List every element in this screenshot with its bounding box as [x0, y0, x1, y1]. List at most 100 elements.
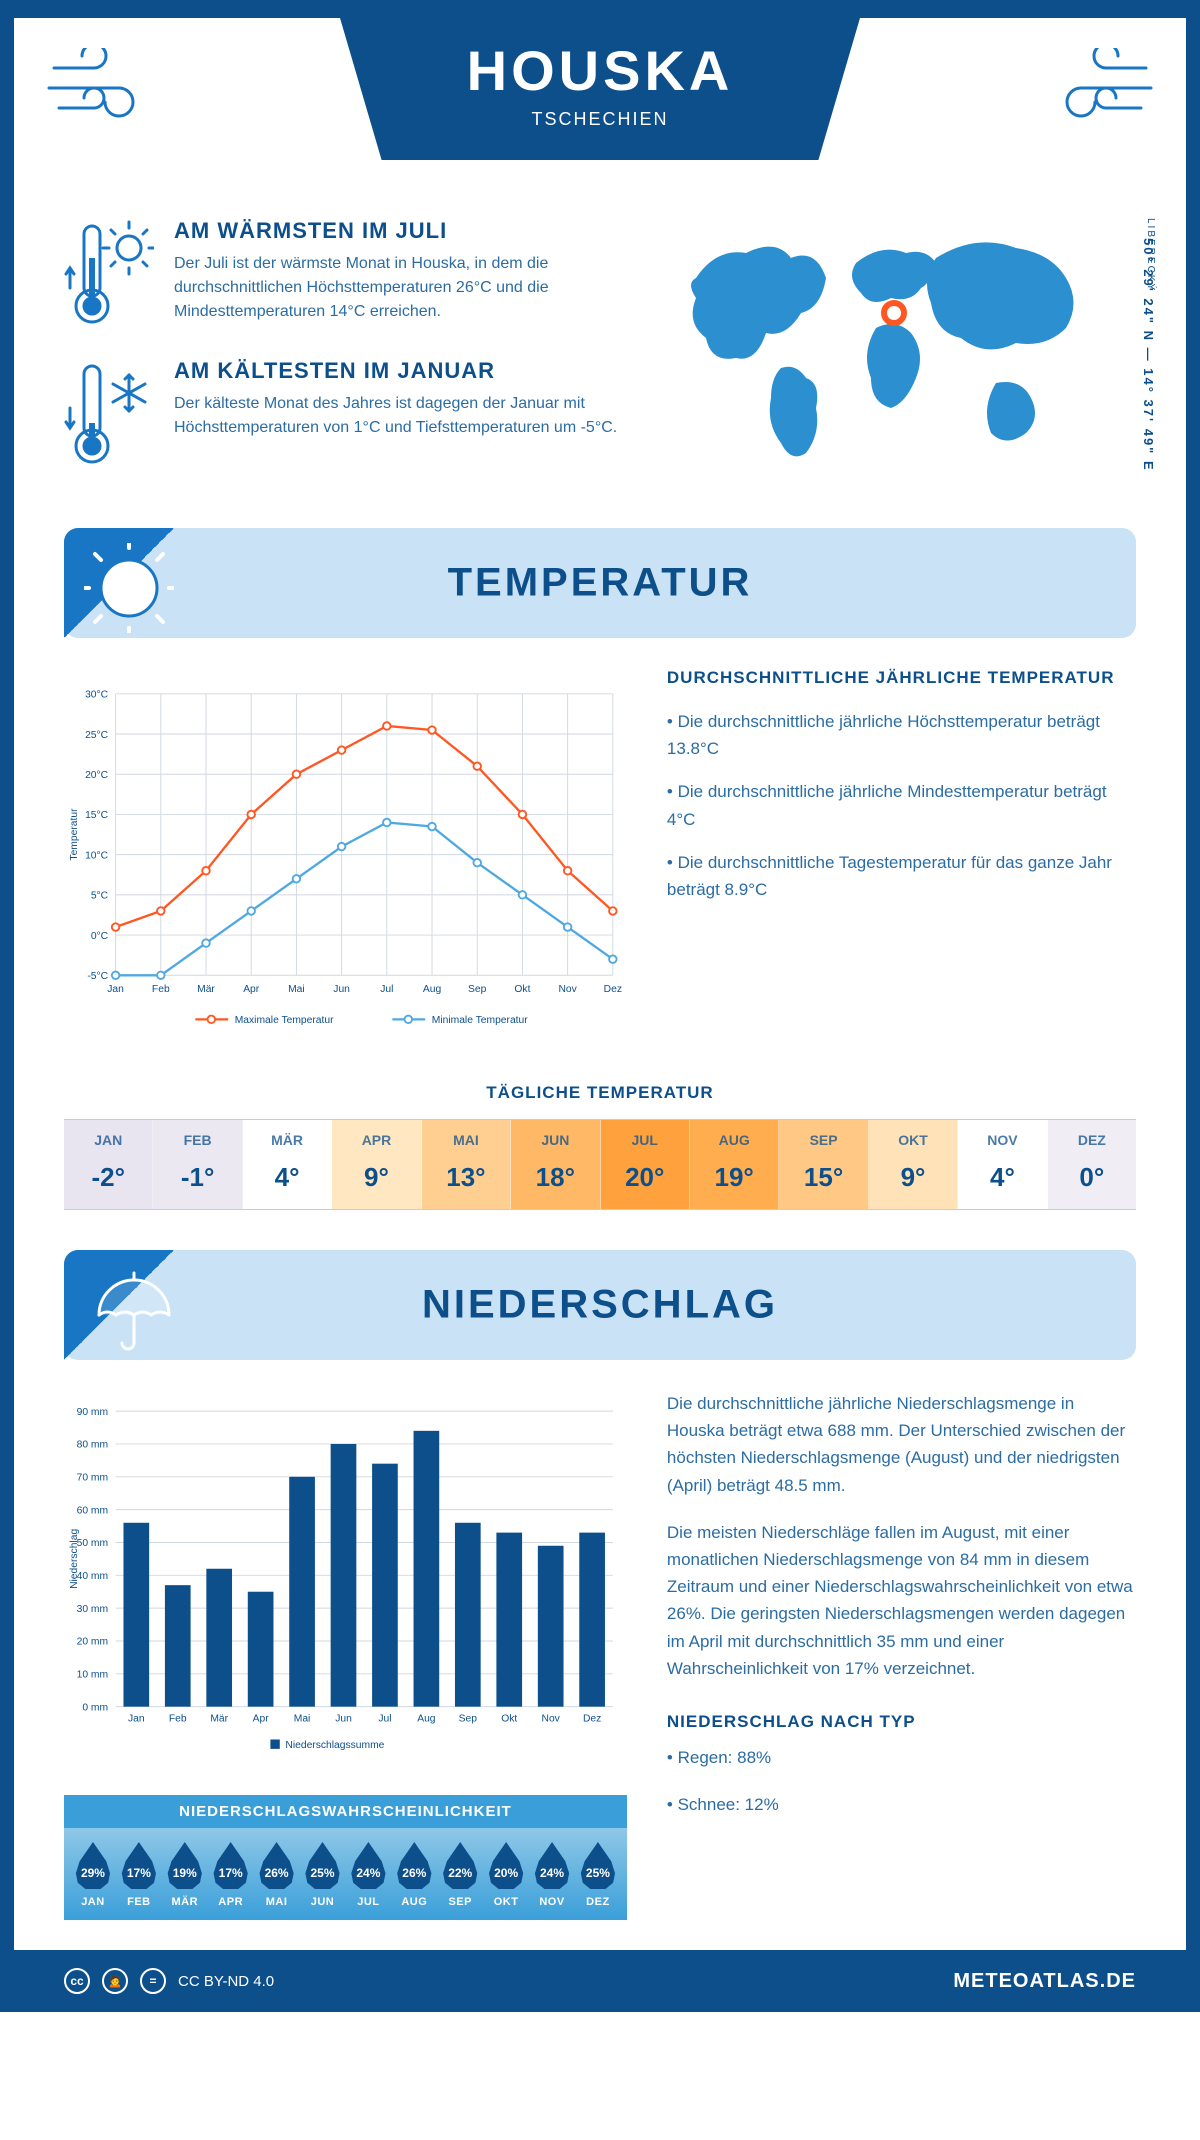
precip-prob-row: 29%JAN17%FEB19%MÄR17%APR26%MAI25%JUN24%J…: [64, 1828, 627, 1920]
footer: cc 🙍 = CC BY-ND 4.0 METEOATLAS.DE: [14, 1950, 1186, 2012]
svg-text:Niederschlagssumme: Niederschlagssumme: [285, 1740, 384, 1751]
header: HOUSKA TSCHECHIEN: [14, 18, 1186, 198]
location-country: TSCHECHIEN: [380, 109, 820, 130]
svg-text:0°C: 0°C: [91, 931, 109, 942]
svg-text:Mai: Mai: [288, 984, 305, 995]
wind-icon: [44, 48, 164, 128]
cc-icon: cc: [64, 1968, 90, 1994]
svg-text:0 mm: 0 mm: [82, 1702, 108, 1713]
warmest-text: Der Juli ist der wärmste Monat in Houska…: [174, 252, 636, 324]
daily-temp-cell: APR9°: [332, 1120, 421, 1209]
svg-text:20°C: 20°C: [85, 770, 109, 781]
temperature-header: TEMPERATUR: [64, 528, 1136, 638]
svg-text:Maximale Temperatur: Maximale Temperatur: [235, 1015, 334, 1026]
license-text: CC BY-ND 4.0: [178, 1973, 274, 1990]
svg-text:20 mm: 20 mm: [77, 1637, 108, 1648]
daily-temp-cell: FEB-1°: [153, 1120, 242, 1209]
precip-prob-cell: 24%NOV: [529, 1842, 575, 1908]
precip-rain: • Regen: 88%: [667, 1744, 1136, 1771]
svg-text:40 mm: 40 mm: [77, 1571, 108, 1582]
daily-temp-cell: AUG19°: [690, 1120, 779, 1209]
temp-info-b3: • Die durchschnittliche Tagestemperatur …: [667, 849, 1136, 903]
temperature-info: DURCHSCHNITTLICHE JÄHRLICHE TEMPERATUR •…: [667, 668, 1136, 1053]
daily-temp-cell: NOV4°: [958, 1120, 1047, 1209]
precip-prob-cell: 19%MÄR: [162, 1842, 208, 1908]
svg-text:Mär: Mär: [197, 984, 215, 995]
daily-temp-cell: JUN18°: [511, 1120, 600, 1209]
location-marker-icon: [881, 300, 907, 326]
coldest-text: Der kälteste Monat des Jahres ist dagege…: [174, 392, 636, 440]
precip-prob-title: NIEDERSCHLAGSWAHRSCHEINLICHKEIT: [64, 1795, 627, 1828]
thermometer-cold-icon: [64, 358, 154, 468]
precip-prob-cell: 24%JUL: [345, 1842, 391, 1908]
temperature-chart: -5°C0°C5°C10°C15°C20°C25°C30°CJanFebMärA…: [64, 668, 627, 1053]
daily-temp-cell: JAN-2°: [64, 1120, 153, 1209]
coldest-block: AM KÄLTESTEN IM JANUAR Der kälteste Mona…: [64, 358, 636, 468]
svg-text:Sep: Sep: [459, 1714, 478, 1725]
svg-text:Feb: Feb: [169, 1714, 187, 1725]
svg-text:Jul: Jul: [378, 1714, 391, 1725]
precip-snow: • Schnee: 12%: [667, 1791, 1136, 1818]
svg-text:Temperatur: Temperatur: [69, 808, 80, 861]
svg-text:Dez: Dez: [583, 1714, 601, 1725]
precipitation-info: Die durchschnittliche jährliche Niedersc…: [667, 1390, 1136, 1920]
precip-prob-cell: 17%FEB: [116, 1842, 162, 1908]
svg-text:10 mm: 10 mm: [77, 1670, 108, 1681]
overview: AM WÄRMSTEN IM JULI Der Juli ist der wär…: [64, 218, 1136, 498]
daily-temp-cell: MAI13°: [422, 1120, 511, 1209]
daily-temp-cell: DEZ0°: [1048, 1120, 1136, 1209]
svg-text:Jun: Jun: [335, 1714, 352, 1725]
precip-p2: Die meisten Niederschläge fallen im Augu…: [667, 1519, 1136, 1682]
svg-text:5°C: 5°C: [91, 891, 109, 902]
svg-text:Apr: Apr: [243, 984, 260, 995]
section-title: TEMPERATUR: [64, 561, 1136, 606]
svg-text:30 mm: 30 mm: [77, 1604, 108, 1615]
temp-info-b1: • Die durchschnittliche jährliche Höchst…: [667, 708, 1136, 762]
svg-text:Okt: Okt: [501, 1714, 517, 1725]
svg-text:25°C: 25°C: [85, 730, 109, 741]
svg-text:90 mm: 90 mm: [77, 1407, 108, 1418]
warmest-block: AM WÄRMSTEN IM JULI Der Juli ist der wär…: [64, 218, 636, 328]
temp-info-b2: • Die durchschnittliche jährliche Mindes…: [667, 778, 1136, 832]
svg-text:Apr: Apr: [253, 1714, 270, 1725]
daily-temp-cell: JUL20°: [601, 1120, 690, 1209]
precip-prob-cell: 25%DEZ: [575, 1842, 621, 1908]
precip-prob-cell: 20%OKT: [483, 1842, 529, 1908]
precipitation-header: NIEDERSCHLAG: [64, 1250, 1136, 1360]
svg-text:-5°C: -5°C: [87, 971, 108, 982]
title-banner: HOUSKA TSCHECHIEN: [340, 18, 860, 160]
precip-prob-cell: 29%JAN: [70, 1842, 116, 1908]
svg-text:Jun: Jun: [333, 984, 350, 995]
svg-text:30°C: 30°C: [85, 690, 109, 701]
precip-prob-cell: 22%SEP: [437, 1842, 483, 1908]
precipitation-chart: 0 mm10 mm20 mm30 mm40 mm50 mm60 mm70 mm8…: [64, 1390, 627, 1775]
coordinates: 50° 29' 24" N — 14° 37' 49" E: [1141, 238, 1156, 472]
world-map-icon: [666, 218, 1096, 478]
precip-prob-cell: 17%APR: [208, 1842, 254, 1908]
temp-info-title: DURCHSCHNITTLICHE JÄHRLICHE TEMPERATUR: [667, 668, 1136, 688]
coldest-title: AM KÄLTESTEN IM JANUAR: [174, 358, 636, 384]
section-title: NIEDERSCHLAG: [64, 1283, 1136, 1328]
daily-temp-title: TÄGLICHE TEMPERATUR: [64, 1083, 1136, 1103]
svg-text:Niederschlag: Niederschlag: [69, 1529, 80, 1589]
svg-text:Mai: Mai: [294, 1714, 311, 1725]
page: HOUSKA TSCHECHIEN: [0, 0, 1200, 2012]
svg-text:Jul: Jul: [380, 984, 393, 995]
precip-prob-cell: 26%MAI: [254, 1842, 300, 1908]
svg-text:Sep: Sep: [468, 984, 487, 995]
svg-text:15°C: 15°C: [85, 810, 109, 821]
svg-text:10°C: 10°C: [85, 850, 109, 861]
daily-temp-cell: SEP15°: [779, 1120, 868, 1209]
svg-text:Aug: Aug: [417, 1714, 436, 1725]
svg-text:Nov: Nov: [542, 1714, 561, 1725]
svg-text:Aug: Aug: [423, 984, 442, 995]
svg-text:Feb: Feb: [152, 984, 170, 995]
precip-p1: Die durchschnittliche jährliche Niedersc…: [667, 1390, 1136, 1499]
svg-text:80 mm: 80 mm: [77, 1440, 108, 1451]
precip-prob-cell: 26%AUG: [391, 1842, 437, 1908]
precip-prob-cell: 25%JUN: [300, 1842, 346, 1908]
svg-text:Okt: Okt: [514, 984, 530, 995]
wind-icon: [1036, 48, 1156, 128]
svg-text:Minimale Temperatur: Minimale Temperatur: [432, 1015, 529, 1026]
precip-by-type-title: NIEDERSCHLAG NACH TYP: [667, 1712, 1136, 1732]
